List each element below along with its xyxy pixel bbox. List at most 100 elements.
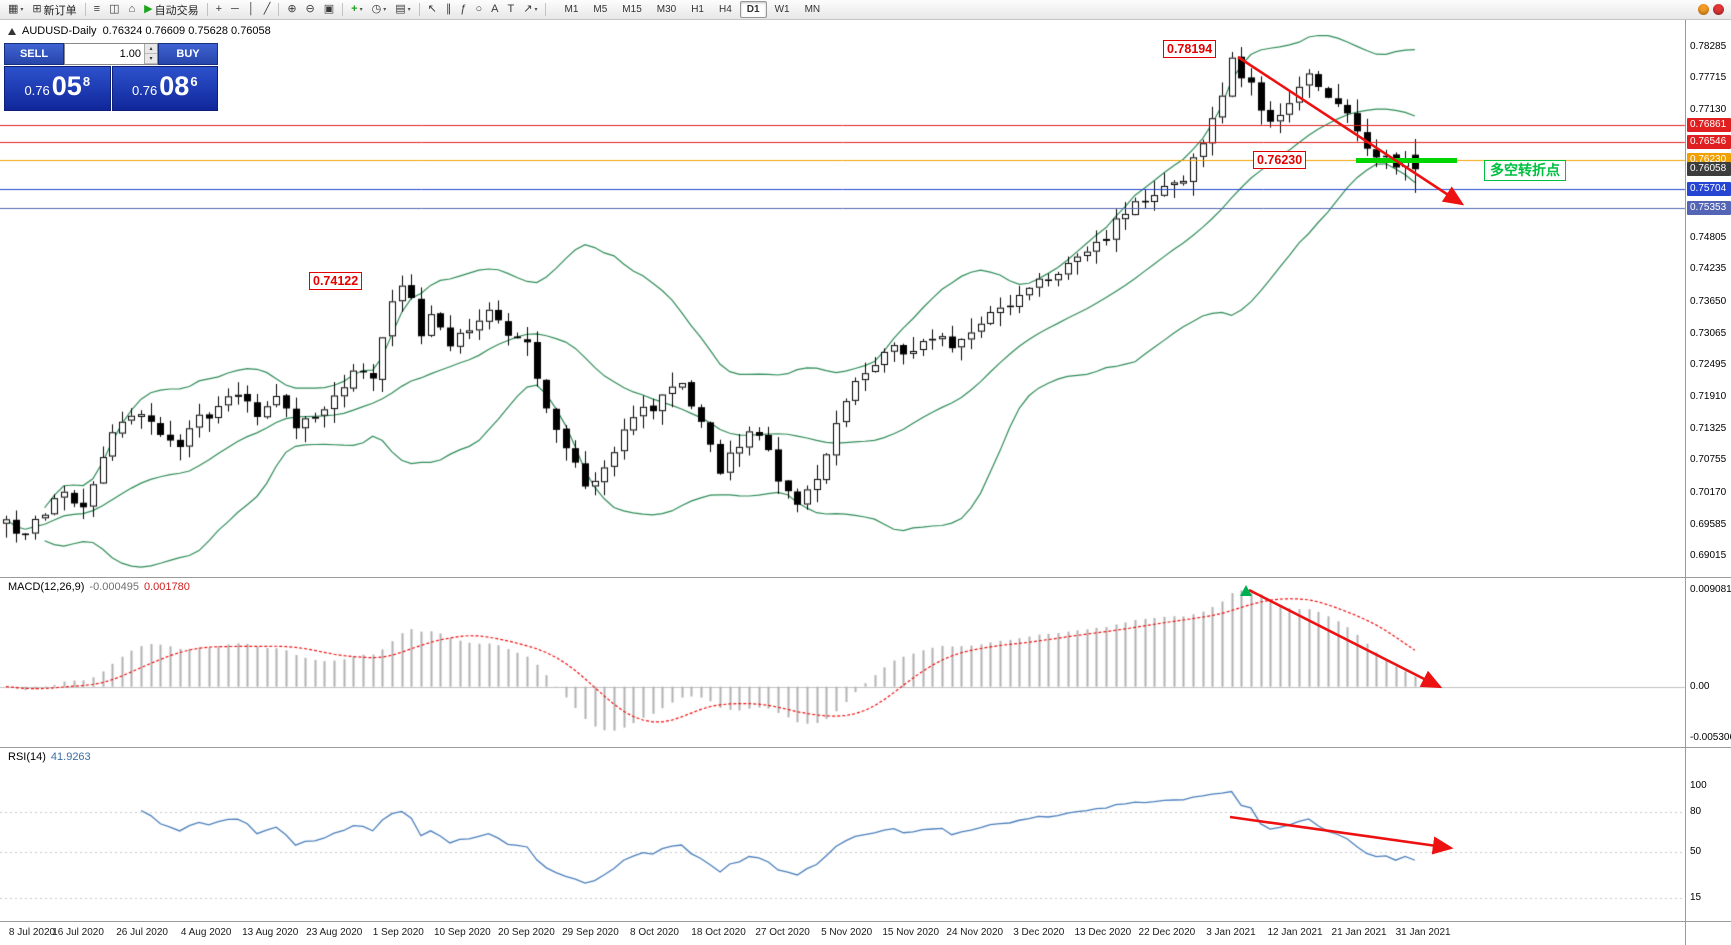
cursor-tool-icon: ↖ [427, 3, 437, 15]
toolbar-separator [84, 3, 86, 16]
rsi-scale-level: 80 [1690, 806, 1702, 817]
trendline-tool-icon[interactable]: ╱ [260, 1, 275, 18]
new-chart-icon[interactable]: ▦ ▾ [4, 1, 27, 18]
fibonacci-tool-icon: ƒ [460, 3, 467, 15]
timeframe-m30-button[interactable]: M30 [656, 4, 677, 15]
support-zone-line[interactable] [1356, 158, 1457, 163]
axis-separator [0, 921, 1731, 922]
buy-price-big: 08 [159, 71, 190, 101]
macd-panel-canvas[interactable] [0, 578, 1731, 746]
new-order-button: ⊞ [32, 3, 42, 15]
templates-icon: ▤ [395, 3, 406, 15]
zoom-in-icon[interactable]: ⊕ [283, 1, 300, 18]
volume-field[interactable]: 1.00 ▴ ▾ [64, 43, 158, 65]
price-scale[interactable]: 0.78285 0.77715 0.77130 0.74805 0.74235 0.736… [1687, 0, 1731, 945]
shapes-tool-icon[interactable]: ○ [472, 1, 487, 18]
timeframe-d1-button[interactable]: D1 [739, 1, 767, 18]
toolbar-right-icons [1698, 4, 1727, 15]
rsi-value: 41.9263 [50, 751, 91, 763]
timeframe-h4-button[interactable]: H4 [719, 4, 732, 15]
macd-label: MACD(12,26,9) -0.000495 0.001780 [8, 581, 190, 593]
volume-value[interactable]: 1.00 [119, 48, 141, 60]
macd-scale-max: 0.009081 [1690, 584, 1731, 595]
annotation-swing-price[interactable]: 0.74122 [309, 272, 363, 290]
buy-price-sup: 6 [190, 74, 198, 89]
market-watch-icon[interactable]: ≡ [90, 1, 104, 18]
timeframe-h1-button[interactable]: H1 [691, 4, 704, 15]
templates-icon[interactable]: ▤ ▾ [391, 1, 414, 18]
sell-price[interactable]: 0.76 05 8 [4, 66, 111, 111]
toolbar-separator [278, 3, 280, 16]
price-tick: 0.72495 [1690, 359, 1727, 370]
sell-price-sup: 8 [82, 74, 91, 89]
text-tool-icon: A [491, 3, 499, 15]
vline-tool-icon[interactable]: │ [244, 1, 259, 18]
annotation-high-price[interactable]: 0.78194 [1163, 40, 1217, 58]
tile-windows-icon[interactable]: ▣ [320, 1, 338, 18]
volume-up-icon[interactable]: ▴ [145, 44, 157, 54]
rsi-scale-level: 100 [1690, 780, 1707, 791]
rsi-panel-canvas[interactable] [0, 748, 1731, 920]
toolbar-separator [545, 3, 547, 16]
zoom-out-icon[interactable]: ⊖ [302, 1, 319, 18]
trendline-tool-icon: ╱ [263, 3, 271, 15]
volume-down-icon[interactable]: ▾ [145, 54, 157, 64]
annotation-support-price[interactable]: 0.76230 [1253, 151, 1307, 169]
autotrade-button: ▶ [144, 3, 153, 15]
date-axis[interactable]: 8 Jul 2020 16 Jul 2020 26 Jul 2020 4 Aug 20… [0, 922, 1685, 945]
text-tool-icon[interactable]: A [487, 1, 502, 18]
dropdown-caret-icon: ▾ [383, 7, 387, 13]
price-tick: 0.69015 [1690, 550, 1727, 561]
zoom-out-icon: ⊖ [305, 3, 315, 15]
timeframe-m15-button[interactable]: M15 [622, 4, 642, 15]
label-tool-icon[interactable]: T [504, 1, 519, 18]
autotrade-button[interactable]: ▶ 自动交易 [140, 1, 202, 18]
price-tick: 0.71910 [1690, 391, 1727, 402]
timeframe-mn-button[interactable]: MN [804, 4, 821, 15]
timeframe-m1-button[interactable]: M1 [564, 4, 579, 15]
date-label: 4 Aug 2020 [180, 927, 232, 938]
panel-separator[interactable] [0, 577, 1731, 578]
buy-price[interactable]: 0.76 08 6 [111, 66, 218, 111]
data-window-icon[interactable]: ◫ [105, 1, 123, 18]
new-chart-icon: ▦ [8, 3, 19, 15]
sell-price-prefix: 0.76 [24, 83, 50, 98]
date-label: 3 Jan 2021 [1206, 927, 1256, 938]
fibonacci-tool-icon[interactable]: ƒ [456, 1, 470, 18]
date-label: 20 Sep 2020 [498, 927, 555, 938]
date-label: 10 Sep 2020 [433, 927, 491, 938]
hline-tool-icon[interactable]: ─ [227, 1, 243, 18]
price-tick: 0.74805 [1690, 232, 1727, 243]
panel-separator[interactable] [0, 747, 1731, 748]
market-watch-icon: ≡ [93, 3, 101, 15]
indicators-icon[interactable]: + ▾ [347, 1, 366, 18]
date-label: 1 Sep 2020 [372, 927, 424, 938]
timeframe-m5-button[interactable]: M5 [593, 4, 608, 15]
sell-button[interactable]: SELL [4, 43, 64, 65]
price-tick: 0.73065 [1690, 328, 1727, 339]
macd-name: MACD(12,26,9) [8, 581, 85, 593]
annotation-turning-point[interactable]: 多空转折点 [1484, 160, 1566, 181]
macd-scale-min: -0.005306 [1690, 732, 1731, 743]
channel-tool-icon[interactable]: ∥ [442, 1, 456, 18]
crosshair-tool-icon[interactable]: + [212, 1, 226, 18]
timeframe-w1-button[interactable]: W1 [774, 4, 790, 15]
chart-title: AUDUSD-Daily 0.76324 0.76609 0.75628 0.7… [8, 25, 271, 37]
navigator-icon[interactable]: ⌂ [124, 1, 139, 18]
date-label: 5 Nov 2020 [821, 927, 873, 938]
alert-icon[interactable] [1713, 4, 1724, 15]
mail-icon[interactable] [1698, 4, 1709, 15]
cursor-tool-icon[interactable]: ↖ [424, 1, 441, 18]
dropdown-caret-icon: ▾ [407, 7, 411, 13]
price-tick: 0.70755 [1690, 454, 1727, 465]
price-tag: 0.76058 [1687, 162, 1731, 176]
periods-icon[interactable]: ◷ ▾ [368, 1, 391, 18]
new-order-button[interactable]: ⊞ 新订单 [28, 1, 80, 18]
navigator-icon: ⌂ [128, 3, 136, 15]
date-label: 15 Nov 2020 [882, 927, 940, 938]
main-chart-canvas[interactable] [0, 20, 1731, 576]
rsi-scale-level: 50 [1690, 846, 1702, 857]
price-tag: 0.76546 [1687, 135, 1731, 149]
arrow-tool-icon[interactable]: ↗ ▾ [519, 1, 541, 18]
buy-button[interactable]: BUY [158, 43, 218, 65]
